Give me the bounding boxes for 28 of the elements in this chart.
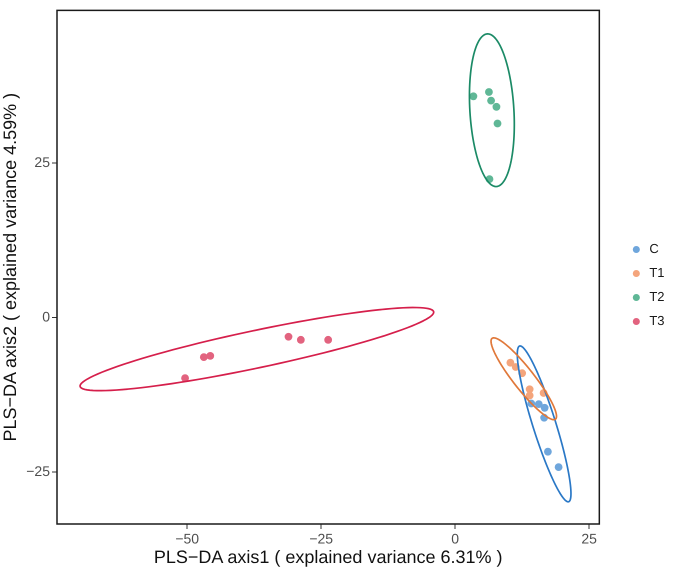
legend-label: C xyxy=(649,241,659,256)
point xyxy=(296,336,305,344)
point xyxy=(540,404,549,412)
point xyxy=(469,92,478,100)
x-tick-label: −50 xyxy=(175,530,200,546)
point xyxy=(284,332,292,341)
point xyxy=(485,88,493,96)
legend-label: T1 xyxy=(649,265,664,280)
x-tick-label: 25 xyxy=(581,530,598,546)
x-axis-title: PLS−DA axis1 ( explained variance 6.31% ) xyxy=(154,547,503,568)
point xyxy=(492,102,500,111)
point xyxy=(206,352,214,360)
point xyxy=(526,392,534,400)
point xyxy=(534,400,543,408)
point xyxy=(324,336,332,344)
point xyxy=(506,358,514,367)
point xyxy=(554,463,562,472)
y-tick-label: −25 xyxy=(26,462,50,479)
x-tick-label: −25 xyxy=(309,530,334,546)
y-tick-label: 25 xyxy=(34,154,50,170)
x-tick-label: 0 xyxy=(451,530,460,546)
point xyxy=(544,448,552,456)
y-tick-label: 0 xyxy=(42,308,50,324)
legend-label: T2 xyxy=(649,289,664,304)
legend-label: T3 xyxy=(649,313,664,328)
point xyxy=(487,96,495,105)
y-axis-title: PLS−DA axis2 ( explained variance 4.59% ) xyxy=(0,92,20,442)
point xyxy=(494,120,502,128)
